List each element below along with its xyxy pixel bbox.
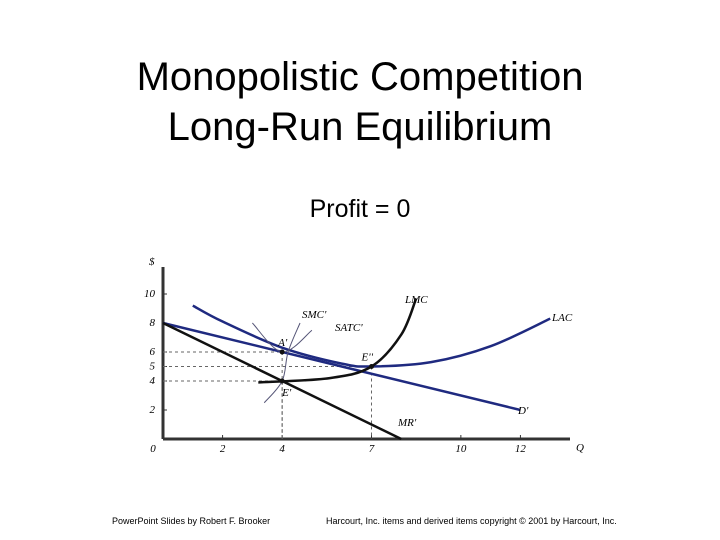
curve <box>263 322 301 404</box>
curve-label: D' <box>517 405 529 417</box>
x-tick-label: 7 <box>369 443 375 455</box>
y-tick-label: 4 <box>150 375 156 387</box>
curve-label: MR' <box>397 417 417 429</box>
x-tick-label: 10 <box>455 443 467 455</box>
footer-right: Harcourt, Inc. items and derived items c… <box>326 516 617 526</box>
point <box>369 364 374 369</box>
curve-label: SMC' <box>302 309 327 321</box>
y-tick-label: 8 <box>150 317 156 329</box>
y-tick-label: 5 <box>150 361 156 373</box>
curve-label: SATC' <box>335 322 363 334</box>
curve <box>162 321 521 412</box>
title: Monopolistic Competition Long-Run Equili… <box>0 52 720 152</box>
x-tick-label: 0 <box>150 443 156 455</box>
point-label: E'' <box>361 352 374 364</box>
footer-left: PowerPoint Slides by Robert F. Brooker <box>112 516 271 526</box>
x-tick-label: 12 <box>515 443 527 455</box>
subtitle: Profit = 0 <box>309 195 411 223</box>
title-line: Monopolistic Competition <box>136 55 584 99</box>
y-axis-label: $ <box>149 256 155 268</box>
y-tick-label: 2 <box>150 404 156 416</box>
point <box>279 349 285 355</box>
x-tick-label: 2 <box>220 443 226 455</box>
curve-label: LMC <box>404 294 428 306</box>
x-tick-label: 4 <box>279 443 285 455</box>
point-label: A' <box>277 337 288 349</box>
y-tick-label: 6 <box>150 346 156 358</box>
title-line: Long-Run Equilibrium <box>167 105 553 149</box>
y-tick-label: 10 <box>144 288 156 300</box>
point <box>279 378 285 384</box>
point-label: E' <box>281 387 292 399</box>
curve-label: LAC <box>551 312 573 324</box>
x-axis-label: Q <box>576 442 584 454</box>
curve <box>192 304 551 368</box>
